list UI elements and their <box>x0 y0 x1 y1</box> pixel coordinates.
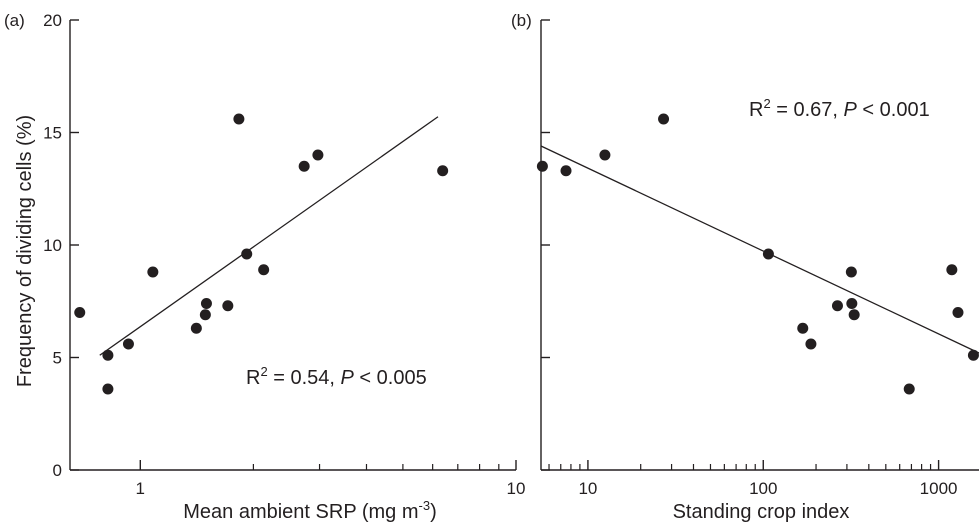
panel-b-data-point <box>903 383 915 395</box>
panel-a-stats-annotation: R2 = 0.54, P < 0.005 <box>246 364 427 389</box>
panel-a-data-point <box>199 309 211 321</box>
panel-label-a: (a) <box>4 11 25 30</box>
panel-b-x-axis-title: Standing crop index <box>673 501 850 523</box>
panel-a-ticks: 0 5 10 15 20 1 10 <box>43 11 525 498</box>
panel-a-y-tick-label: 20 <box>43 11 62 30</box>
panel-a-data-point <box>222 300 234 312</box>
panel-b-data-point <box>846 298 858 309</box>
panel-a-data-point <box>437 165 449 177</box>
panel-label-b: (b) <box>511 11 532 30</box>
panel-b-x-tick-label: 1000 <box>920 479 958 498</box>
panel-a-x-axis-title: Mean ambient SRP (mg m-3) <box>183 498 437 523</box>
panel-b-data-point <box>797 322 809 334</box>
panel-b-stats-annotation: R2 = 0.67, P < 0.001 <box>749 96 930 121</box>
panel-b-data-point <box>845 266 857 278</box>
panel-b-data-point <box>967 349 979 361</box>
panel-a-axes <box>69 20 516 471</box>
panel-b-data-point <box>560 165 572 177</box>
panel-b-data-point <box>946 264 958 276</box>
panel-b-x-tick-label: 10 <box>578 479 597 498</box>
panel-a-data-point <box>241 248 253 260</box>
panel-a-regression-line <box>99 116 439 356</box>
panel-a-fit <box>99 116 439 356</box>
panel-b-data-point <box>658 113 670 125</box>
panel-b-data-point <box>536 160 548 172</box>
panel-a-data-point <box>102 383 114 395</box>
panel-a-y-tick-label: 15 <box>43 124 62 143</box>
panel-a-data-point <box>258 264 270 276</box>
panel-a-x-tick-label: 10 <box>507 479 526 498</box>
panel-b-fit <box>540 145 979 354</box>
panel-a-y-tick-label: 0 <box>53 461 62 480</box>
panel-a-points <box>74 113 449 395</box>
panel-b-ticks: 10 100 1000 <box>541 19 958 498</box>
panel-a-data-point <box>233 113 245 125</box>
panel-b-points <box>536 113 979 395</box>
panel-a-data-point <box>102 349 114 361</box>
panel-a-data-point <box>312 149 324 161</box>
panel-a-y-tick-label: 5 <box>53 349 62 368</box>
panel-a-data-point <box>122 338 134 350</box>
panel-b-data-point <box>952 307 964 318</box>
panel-a-data-point <box>298 160 310 172</box>
panel-a-y-tick-label: 10 <box>43 236 62 255</box>
panel-b-x-tick-label: 100 <box>749 479 777 498</box>
panel-a-data-point <box>200 298 212 309</box>
y-axis-title: Frequency of dividing cells (%) <box>14 115 36 387</box>
panel-a-data-point <box>190 322 202 334</box>
panel-b: (b) 10 100 1000 Standing crop index R2 = 0… <box>511 11 979 523</box>
panel-a-data-point <box>147 266 159 278</box>
panel-b-regression-line <box>540 145 979 354</box>
panel-a-x-tick-label: 1 <box>136 479 145 498</box>
panel-a: (a) 0 5 10 15 20 1 10 Mean ambient SRP (mg m-3… <box>4 11 525 523</box>
panel-b-data-point <box>805 338 817 350</box>
panel-b-data-point <box>848 309 860 321</box>
panel-a-data-point <box>74 307 86 318</box>
panel-b-data-point <box>762 248 774 260</box>
panel-b-axes <box>540 20 979 471</box>
panel-b-data-point <box>831 300 843 312</box>
panel-b-data-point <box>599 149 611 161</box>
